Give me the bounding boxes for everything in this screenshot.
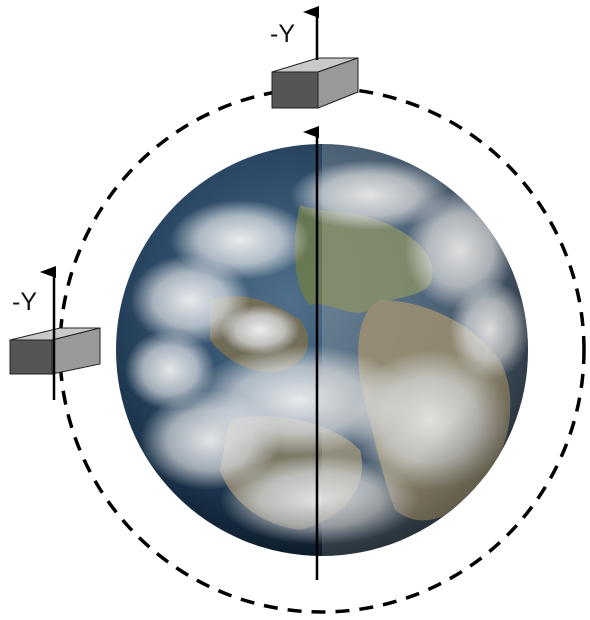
left-axis-label: -Y <box>12 288 37 316</box>
top-satellite-icon <box>271 57 359 109</box>
earth-globe-icon <box>116 144 528 556</box>
top-axis-label: -Y <box>270 20 295 48</box>
